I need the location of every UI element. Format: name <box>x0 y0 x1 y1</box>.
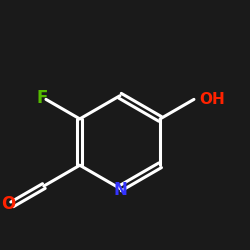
Text: F: F <box>36 89 48 107</box>
Text: OH: OH <box>199 92 225 107</box>
Text: O: O <box>1 195 16 213</box>
Text: N: N <box>113 181 127 199</box>
